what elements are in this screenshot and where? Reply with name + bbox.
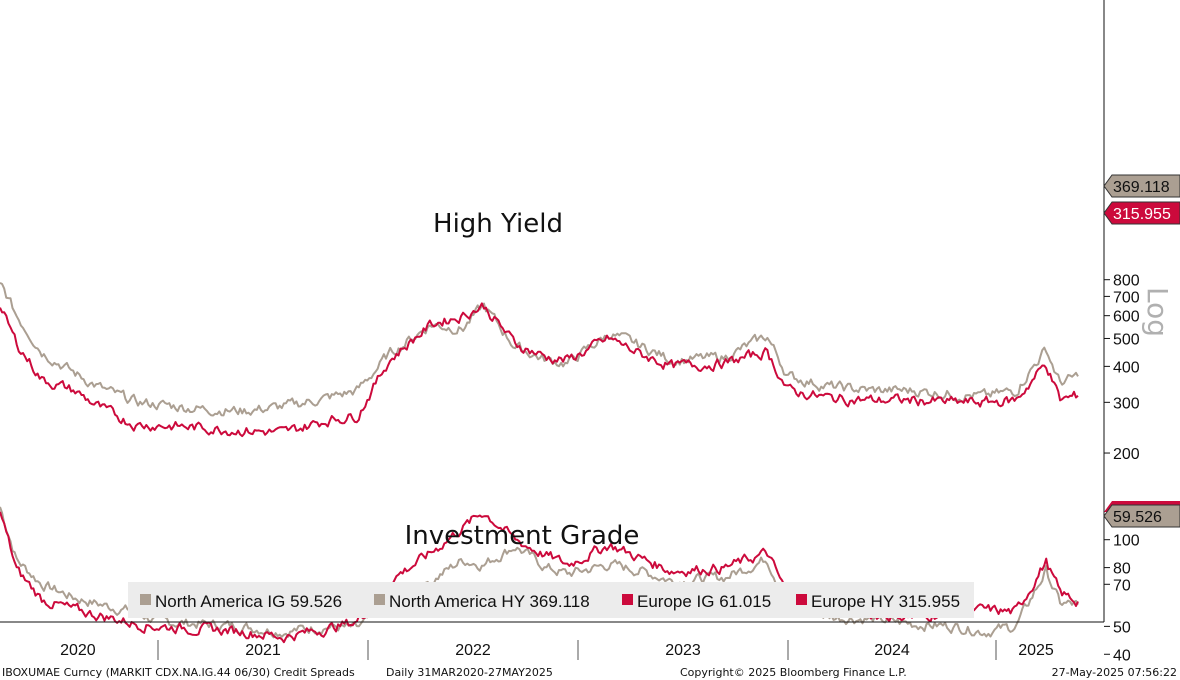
footer-ticker: IBOXUMAE Curncy (MARKIT CDX.NA.IG.44 06/…	[2, 666, 355, 679]
badge-eu-hy: 315.955	[1103, 201, 1180, 225]
annotation-high-yield: High Yield	[433, 209, 563, 239]
x-tick-label-2021: 2021	[245, 642, 281, 659]
y-tick-label-70: 70	[1113, 577, 1131, 594]
y-tick-label-600: 600	[1113, 309, 1140, 326]
legend-swatch-na-hy	[374, 594, 385, 605]
footer-copyright: Copyright© 2025 Bloomberg Finance L.P.	[680, 666, 907, 679]
y-tick-label-200: 200	[1113, 446, 1140, 463]
y-tick-label-300: 300	[1113, 395, 1140, 412]
x-tick-label-2023: 2023	[665, 642, 701, 659]
y-tick-label-50: 50	[1113, 619, 1131, 636]
x-tick-label-2024: 2024	[874, 642, 910, 659]
y-tick-label-100: 100	[1113, 533, 1140, 550]
legend-swatch-na-ig	[140, 594, 151, 605]
x-tick-label-2025: 2025	[1018, 642, 1054, 659]
y-tick-label-80: 80	[1113, 561, 1131, 578]
legend-label-na-hy: North America HY 369.118	[389, 592, 590, 611]
x-tick-label-2020: 2020	[60, 642, 96, 659]
badge-na-ig: 59.526	[1103, 501, 1180, 528]
legend-swatch-eu-ig	[622, 594, 633, 605]
legend-label-eu-hy: Europe HY 315.955	[811, 592, 960, 611]
series-line-europe-hy	[0, 302, 1079, 438]
badge-na-hy: 369.118	[1103, 174, 1180, 198]
legend: North America IG 59.526 North America HY…	[128, 582, 974, 618]
y-tick-label-40: 40	[1113, 647, 1131, 664]
series-lines	[0, 282, 1079, 644]
y-tick-label-700: 700	[1113, 289, 1140, 306]
footer-timestamp: 27-May-2025 07:56:22	[1052, 666, 1177, 679]
legend-label-na-ig: North America IG 59.526	[155, 592, 342, 611]
legend-swatch-eu-hy	[796, 594, 807, 605]
svg-text:369.118: 369.118	[1113, 179, 1170, 196]
svg-text:59.526: 59.526	[1113, 509, 1162, 526]
y-tick-label-500: 500	[1113, 331, 1140, 348]
series-line-europe-ig	[0, 511, 1079, 644]
series-line-north-america-ig	[0, 506, 1079, 639]
scale-label-log: Log	[1141, 287, 1174, 337]
annotation-investment-grade: Investment Grade	[405, 521, 640, 551]
footer-period: Daily 31MAR2020-27MAY2025	[386, 666, 553, 679]
legend-label-eu-ig: Europe IG 61.015	[637, 592, 771, 611]
y-tick-label-800: 800	[1113, 273, 1140, 290]
y-tick-label-400: 400	[1113, 359, 1140, 376]
svg-text:315.955: 315.955	[1113, 206, 1171, 223]
x-axis-ticks: 2020 2021 2022 2023 2024 2025	[60, 640, 1054, 660]
x-tick-label-2022: 2022	[455, 642, 491, 659]
